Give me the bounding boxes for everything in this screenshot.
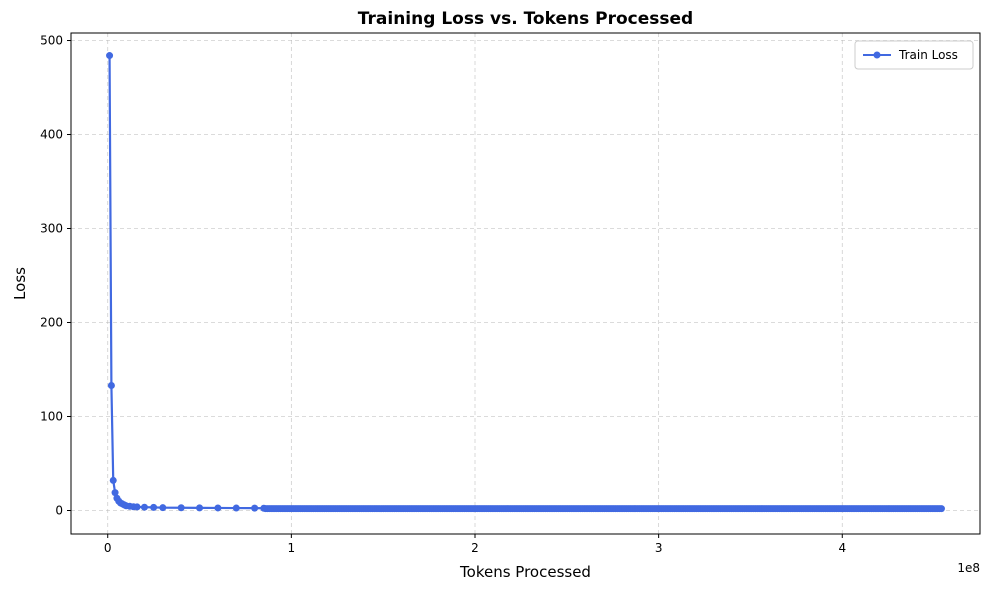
x-tick-label: 0 xyxy=(104,541,112,555)
data-point xyxy=(232,504,240,512)
data-point xyxy=(937,505,945,513)
data-point xyxy=(109,476,117,484)
data-point xyxy=(150,503,158,511)
legend-box xyxy=(854,40,974,70)
data-point xyxy=(251,504,259,512)
y-tick-label: 500 xyxy=(40,34,63,48)
data-point xyxy=(177,504,185,512)
legend: Train Loss xyxy=(854,40,974,70)
axes-frame xyxy=(70,32,981,535)
legend-marker-swatch xyxy=(873,51,881,59)
data-point xyxy=(106,52,114,60)
data-point xyxy=(214,504,222,512)
y-tick-label: 100 xyxy=(40,410,63,424)
ticks: 0 1 2 3 4 0 100 200 300 400 500 xyxy=(40,34,846,555)
y-tick-label: 300 xyxy=(40,222,63,236)
legend-label: Train Loss xyxy=(898,48,958,62)
x-tick-label: 1 xyxy=(288,541,296,555)
x-tick-label: 4 xyxy=(838,541,846,555)
data-point xyxy=(196,504,204,512)
x-tick-label: 2 xyxy=(471,541,479,555)
data-point xyxy=(133,503,141,511)
x-axis-label: Tokens Processed xyxy=(459,563,591,581)
x-axis-offset-label: 1e8 xyxy=(957,561,980,575)
y-tick-label: 200 xyxy=(40,316,63,330)
data-point xyxy=(140,503,148,511)
data-point xyxy=(159,504,167,512)
y-tick-label: 0 xyxy=(55,504,63,518)
y-tick-label: 400 xyxy=(40,128,63,142)
chart-title: Training Loss vs. Tokens Processed xyxy=(358,9,693,29)
x-tick-label: 3 xyxy=(655,541,663,555)
series-layer xyxy=(106,52,945,513)
data-point xyxy=(111,489,119,497)
data-point xyxy=(107,381,115,389)
y-axis-label: Loss xyxy=(11,267,29,300)
